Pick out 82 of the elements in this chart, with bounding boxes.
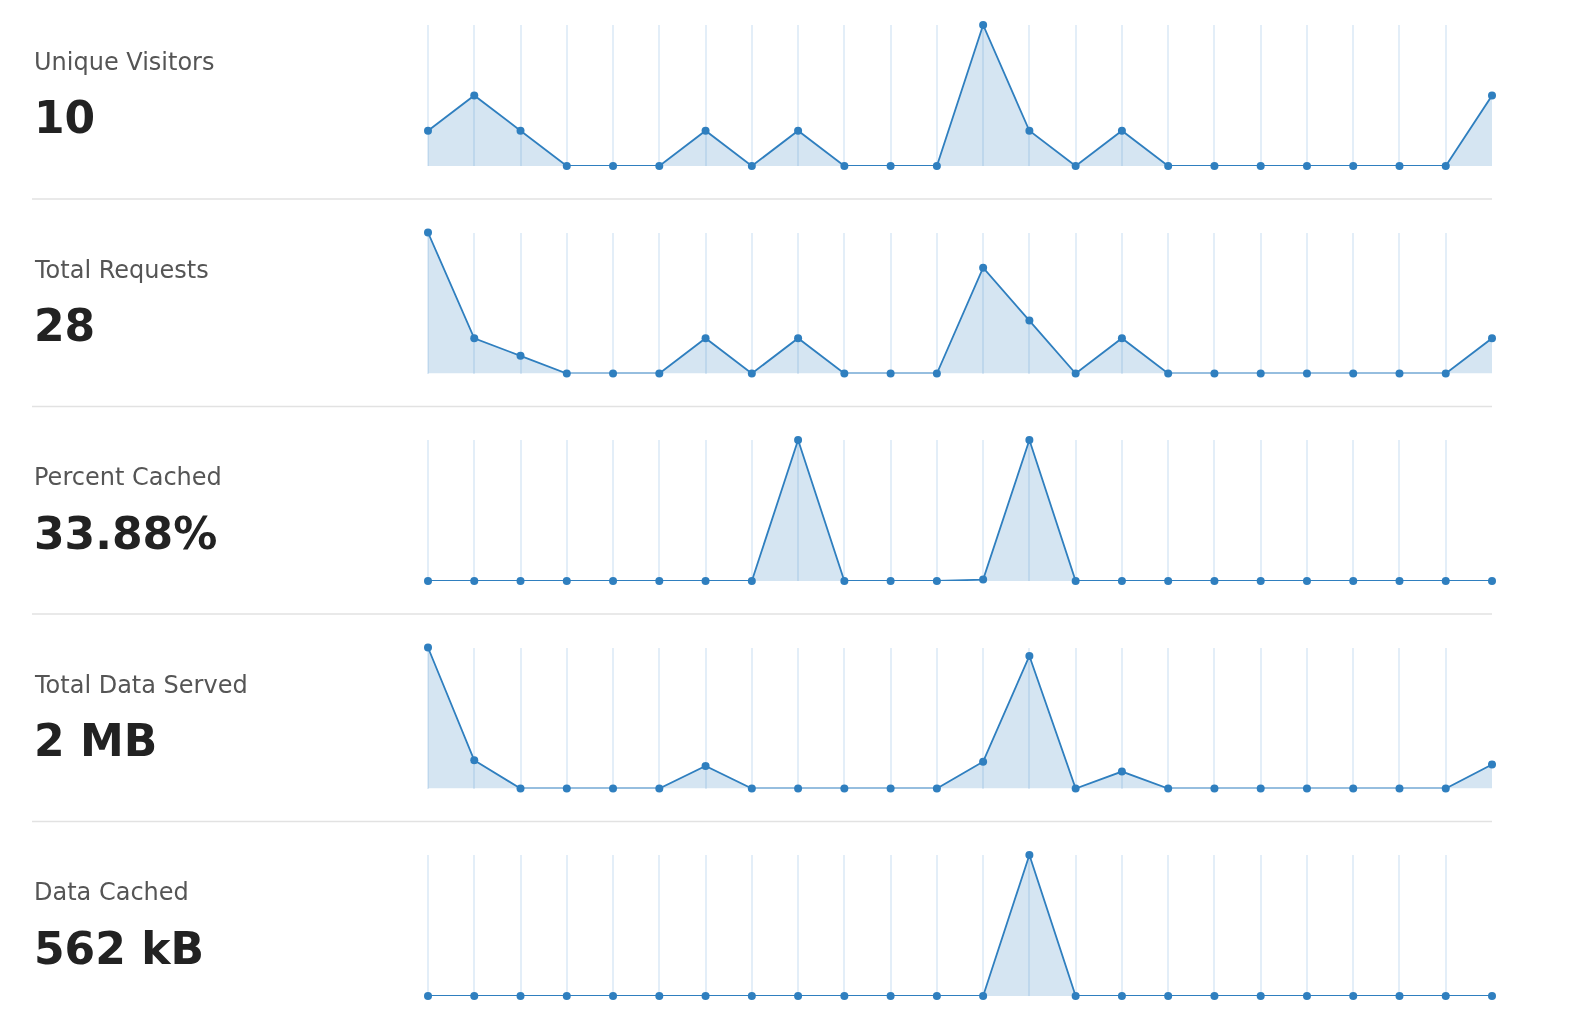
point	[1441, 784, 1450, 793]
point	[1164, 162, 1173, 170]
point	[886, 784, 895, 793]
point	[562, 162, 571, 170]
point	[1256, 784, 1265, 793]
point	[470, 91, 479, 100]
point	[1071, 369, 1080, 378]
point	[516, 351, 525, 360]
point	[1302, 162, 1311, 170]
point	[840, 162, 849, 170]
point	[1441, 162, 1450, 170]
point	[609, 369, 618, 378]
point	[701, 126, 710, 135]
point	[701, 334, 710, 343]
point	[609, 162, 618, 170]
text: Data Cached	[34, 878, 189, 906]
point	[886, 369, 895, 378]
point	[1349, 784, 1358, 793]
point	[979, 263, 988, 272]
point	[470, 756, 479, 765]
point	[979, 21, 988, 29]
point	[1302, 369, 1311, 378]
text: 562 kB	[34, 923, 204, 974]
point	[516, 784, 525, 793]
point	[1349, 369, 1358, 378]
point	[1488, 760, 1496, 769]
point	[424, 228, 432, 237]
point	[424, 643, 432, 652]
point	[516, 126, 525, 135]
point	[655, 369, 664, 378]
point	[747, 784, 756, 793]
point	[1441, 369, 1450, 378]
point	[655, 162, 664, 170]
text: 10	[34, 92, 96, 143]
point	[979, 757, 988, 766]
point	[794, 334, 803, 343]
point	[1117, 334, 1126, 343]
point	[1117, 767, 1126, 776]
text: 2 MB	[34, 715, 158, 766]
point	[1488, 334, 1496, 343]
point	[1071, 162, 1080, 170]
point	[562, 784, 571, 793]
text: Percent Cached	[34, 463, 222, 491]
point	[1395, 369, 1404, 378]
point	[840, 369, 849, 378]
point	[794, 784, 803, 793]
point	[1395, 784, 1404, 793]
point	[794, 126, 803, 135]
point	[470, 334, 479, 343]
point	[747, 369, 756, 378]
text: Total Requests	[34, 256, 209, 284]
point	[1025, 316, 1034, 325]
point	[1256, 162, 1265, 170]
point	[1210, 162, 1219, 170]
point	[1117, 126, 1126, 135]
point	[1488, 91, 1496, 100]
text: 33.88%	[34, 508, 218, 559]
point	[747, 162, 756, 170]
text: Total Data Served	[34, 671, 248, 699]
point	[1071, 784, 1080, 793]
point	[932, 162, 941, 170]
point	[840, 784, 849, 793]
point	[1210, 369, 1219, 378]
point	[1395, 162, 1404, 170]
point	[562, 369, 571, 378]
point	[701, 761, 710, 770]
point	[655, 784, 664, 793]
point	[1164, 784, 1173, 793]
point	[1302, 784, 1311, 793]
point	[1025, 126, 1034, 135]
point	[424, 126, 432, 135]
point	[1025, 651, 1034, 660]
point	[932, 784, 941, 793]
point	[932, 369, 941, 378]
point	[1349, 162, 1358, 170]
point	[609, 784, 618, 793]
text: 28	[34, 300, 96, 351]
point	[1210, 784, 1219, 793]
text: Unique Visitors	[34, 48, 215, 76]
point	[886, 162, 895, 170]
point	[1164, 369, 1173, 378]
point	[1256, 369, 1265, 378]
